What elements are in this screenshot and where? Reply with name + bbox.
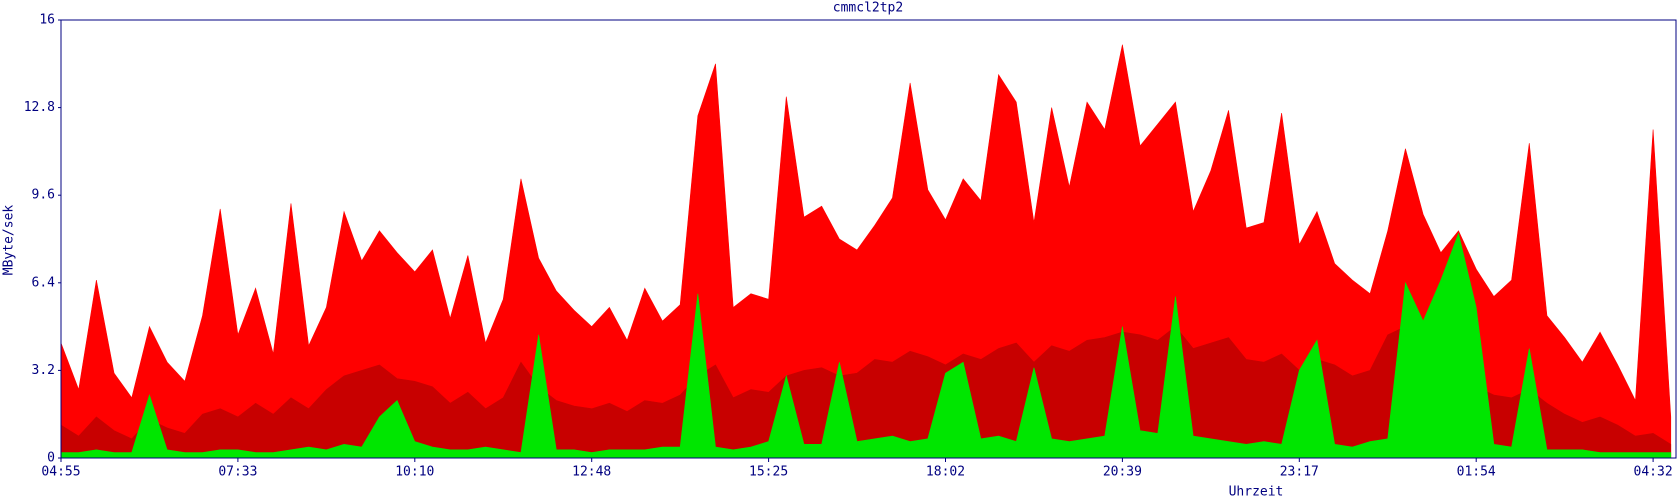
x-tick-label: 18:02 [926,465,965,480]
x-axis-label: Uhrzeit [1229,485,1284,500]
x-tick-label: 15:25 [749,465,788,480]
x-tick-label: 10:10 [395,465,434,480]
y-tick-label: 12.8 [24,100,55,115]
area-series [60,44,1672,459]
plot-frame [60,19,1677,459]
y-axis-label: MByte/sek [2,205,17,276]
x-tick-label: 23:17 [1280,465,1319,480]
x-tick-label: 20:39 [1103,465,1142,480]
y-tick-label: 0 [47,451,55,466]
x-tick-label: 04:55 [41,465,80,480]
y-tick-label: 16 [39,13,55,28]
x-tick-label: 01:54 [1457,465,1496,480]
chart-title: cmmcl2tp2 [833,1,903,16]
x-tick-label: 07:33 [218,465,257,480]
y-tick-label: 3.2 [32,363,55,378]
x-tick-label: 12:48 [572,465,611,480]
area-series [60,232,1672,459]
y-tick-label: 6.4 [32,275,56,290]
y-tick-label: 9.6 [32,188,55,203]
x-tick-label: 04:32 [1634,465,1673,480]
